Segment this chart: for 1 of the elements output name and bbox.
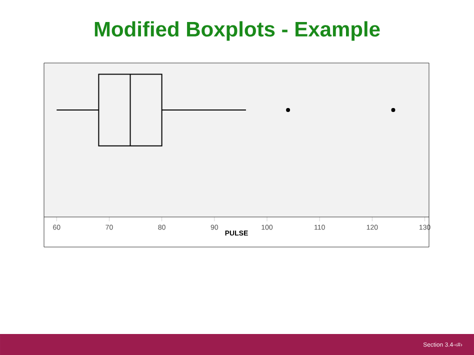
chart-title: Modified Boxplots - Example (94, 21, 380, 41)
